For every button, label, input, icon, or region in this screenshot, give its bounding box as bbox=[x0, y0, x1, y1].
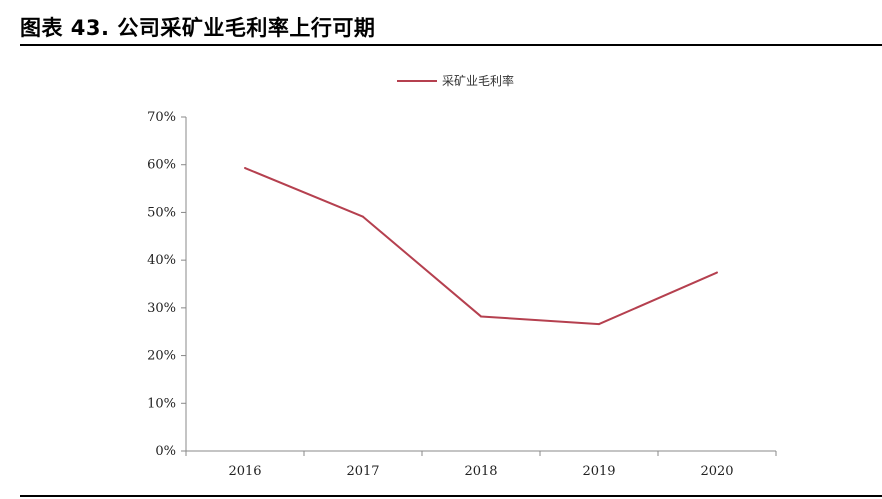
y-tick-label: 20% bbox=[147, 349, 176, 364]
data-point bbox=[362, 215, 364, 218]
y-tick-label: 0% bbox=[155, 444, 176, 459]
legend: 采矿业毛利率 bbox=[397, 73, 514, 88]
y-ticks: 0% 10% 20% 30% 40% 50% 60% 70% bbox=[147, 110, 186, 459]
x-ticks: 2016 2017 2018 2019 2020 bbox=[185, 451, 777, 479]
y-tick-label: 50% bbox=[147, 205, 176, 220]
y-tick-label: 60% bbox=[147, 158, 176, 173]
data-point bbox=[598, 323, 600, 326]
series-line bbox=[244, 167, 718, 326]
legend-label: 采矿业毛利率 bbox=[442, 73, 514, 88]
x-tick-label: 2018 bbox=[464, 464, 497, 479]
y-tick-label: 40% bbox=[147, 253, 176, 268]
figure-title: 图表 43. 公司采矿业毛利率上行可期 bbox=[20, 16, 376, 40]
series-group bbox=[244, 167, 718, 326]
x-tick-label: 2019 bbox=[582, 464, 615, 479]
x-tick-label: 2020 bbox=[700, 464, 733, 479]
x-tick-label: 2016 bbox=[228, 464, 261, 479]
data-point bbox=[480, 315, 482, 318]
x-tick-label: 2017 bbox=[346, 464, 379, 479]
data-point bbox=[244, 167, 246, 170]
y-tick-label: 70% bbox=[147, 110, 176, 125]
y-tick-label: 10% bbox=[147, 396, 176, 411]
data-point bbox=[716, 271, 718, 274]
title-rule bbox=[20, 44, 882, 46]
bottom-rule bbox=[20, 495, 882, 497]
y-tick-label: 30% bbox=[147, 301, 176, 316]
